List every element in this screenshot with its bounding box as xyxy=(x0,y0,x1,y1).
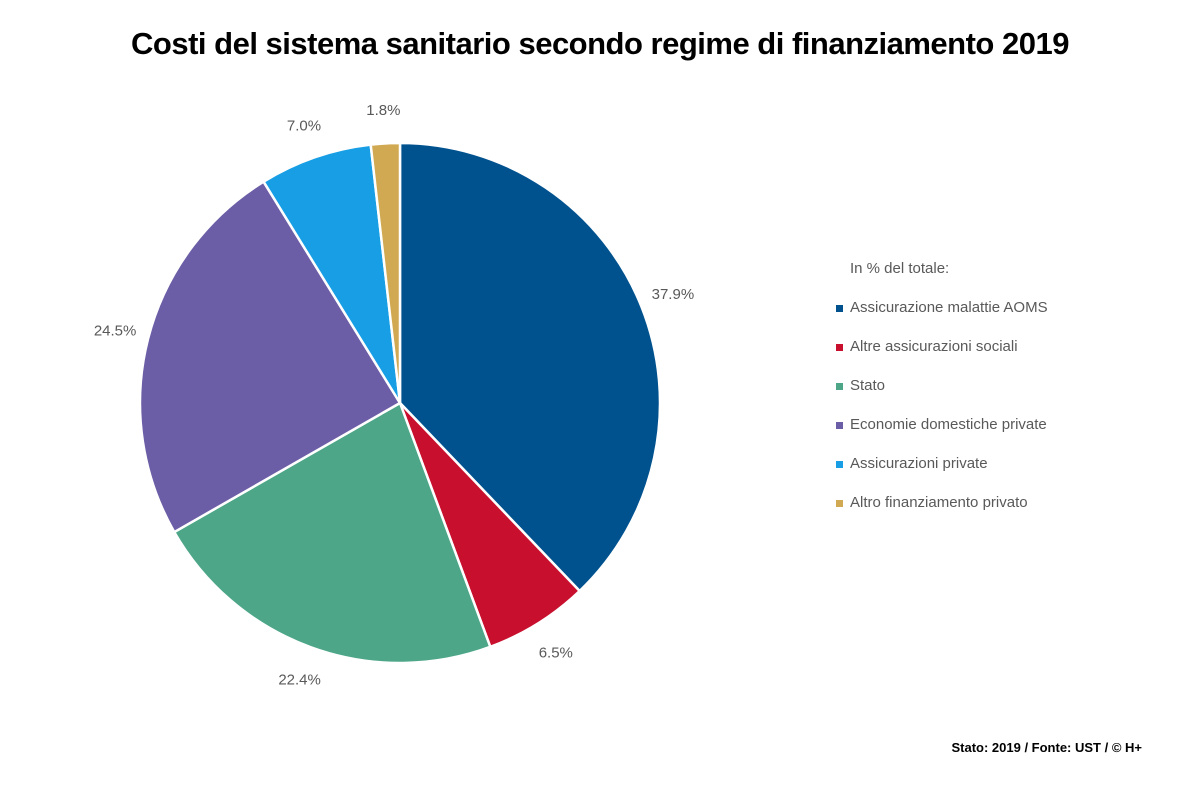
legend-swatch-icon xyxy=(836,421,843,429)
pie-slice-5 xyxy=(369,141,402,405)
pie-slice-0 xyxy=(398,141,662,593)
pie-slice-4 xyxy=(262,143,402,405)
pie-slice-2 xyxy=(173,401,492,665)
legend-item-0: Assicurazione malattie AOMS xyxy=(836,300,1048,316)
pie-percent-label: 1.8% xyxy=(366,102,400,119)
source-note: Stato: 2019 / Fonte: UST / © H+ xyxy=(951,740,1142,755)
legend-item-3: Economie domestiche private xyxy=(836,417,1048,433)
legend-item-2: Stato xyxy=(836,378,1048,394)
legend-item-label: Altre assicurazioni sociali xyxy=(850,338,1018,355)
legend-item-label: Economie domestiche private xyxy=(850,416,1047,433)
pie-slice-3 xyxy=(138,180,402,534)
pie-percent-label: 22.4% xyxy=(278,672,321,689)
legend-items: Assicurazione malattie AOMS Altre assicur… xyxy=(836,300,1048,511)
legend-swatch-icon xyxy=(836,460,843,468)
pie-percent-label: 37.9% xyxy=(652,286,695,303)
legend-item-label: Altro finanziamento privato xyxy=(850,494,1028,511)
legend-title: In % del totale: xyxy=(850,260,950,277)
legend-swatch-icon xyxy=(836,304,843,312)
legend-item-5: Altro finanziamento privato xyxy=(836,495,1048,511)
legend-item-4: Assicurazioni private xyxy=(836,456,1048,472)
legend-swatch-icon xyxy=(836,343,843,351)
legend: In % del totale: Assicurazione malattie … xyxy=(836,261,1048,511)
chart-title: Costi del sistema sanitario secondo regi… xyxy=(131,26,1069,61)
legend-item-label: Assicurazione malattie AOMS xyxy=(850,299,1048,316)
legend-swatch-icon xyxy=(836,382,843,390)
legend-swatch-icon xyxy=(836,499,843,507)
pie-percent-label: 6.5% xyxy=(539,645,573,662)
legend-item-1: Altre assicurazioni sociali xyxy=(836,339,1048,355)
legend-item-label: Assicurazioni private xyxy=(850,455,988,472)
pie-percent-label: 7.0% xyxy=(287,117,321,134)
legend-item-label: Stato xyxy=(850,377,886,394)
pie-percent-label: 24.5% xyxy=(94,323,137,340)
